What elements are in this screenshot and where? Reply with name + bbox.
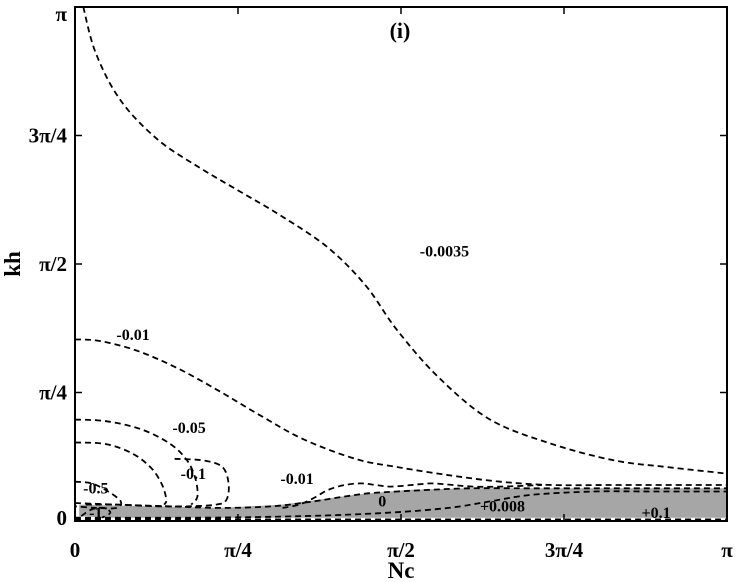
contour-labels-layer: -0.0035 -0.01 -0.05 -0.1 -0.5 -1 -0.01 0 +0.008 +… [83,243,671,522]
y-tick-label: 0 [57,506,68,530]
contour-line [74,480,123,510]
contour-line [80,506,112,519]
x-tick-label: π/2 [387,538,415,562]
y-tick-label: π [55,2,67,26]
contour-line [282,482,543,509]
contour-label: -0.0035 [420,243,469,260]
plot-frame [74,6,728,522]
x-axis-label: Nc [388,558,415,582]
contour-label: -1 [89,505,102,522]
contour-line [82,6,728,475]
contour-label: -0.1 [181,466,206,483]
contour-line [74,487,727,509]
contour-label: -0.05 [172,420,205,437]
contour-line [74,418,199,506]
y-axis-label: kh [0,251,25,277]
y-tick-label: π/4 [39,380,67,404]
x-tick-label: π/4 [224,538,252,562]
y-tick-label: 3π/4 [29,123,68,147]
contour-line [74,338,727,487]
contour-line [74,441,168,506]
shaded-region [79,488,727,518]
contour-lines-layer [74,6,728,521]
contour-label: +0.1 [642,505,671,522]
shaded-region-layer [79,488,727,518]
contour-label: +0.008 [480,499,525,516]
axis-ticks-layer: 0 π/4 π/2 3π/4 π 0 π/4 π/2 3π/4 π [29,2,734,562]
contour-label: -0.01 [280,471,313,488]
y-tick-label: π/2 [39,252,67,276]
x-tick-label: π [721,538,733,562]
x-tick-label: 0 [70,538,81,562]
contour-label: 0 [378,494,386,511]
contour-label: -0.5 [83,481,108,498]
panel-label: (i) [390,18,411,43]
contour-label: -0.01 [116,327,149,344]
x-tick-label: 3π/4 [545,538,584,562]
contour-line [74,490,727,519]
